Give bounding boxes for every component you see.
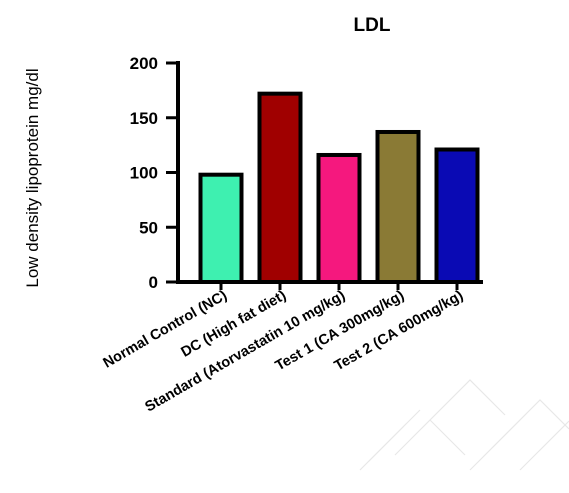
bar-2 xyxy=(257,91,303,284)
watermark xyxy=(359,379,569,471)
bars-group xyxy=(198,91,480,284)
bar-5 xyxy=(434,147,480,284)
y-tick-label: 0 xyxy=(149,273,158,292)
y-tick-label: 100 xyxy=(130,164,158,183)
y-axis-label: Low density lipoprotein mg/dl xyxy=(23,68,42,287)
y-tick-label: 150 xyxy=(130,109,158,128)
y-tick-label: 200 xyxy=(130,54,158,73)
bar-3 xyxy=(316,152,362,284)
x-axis: Normal Control (NC)DC (High fat diet)Sta… xyxy=(101,280,483,415)
y-axis: 0 50 100 150 200 xyxy=(130,54,180,292)
bar-4 xyxy=(375,129,421,284)
y-tick-label: 50 xyxy=(139,218,158,237)
chart-title: LDL xyxy=(354,15,391,36)
bar-1 xyxy=(198,172,244,284)
